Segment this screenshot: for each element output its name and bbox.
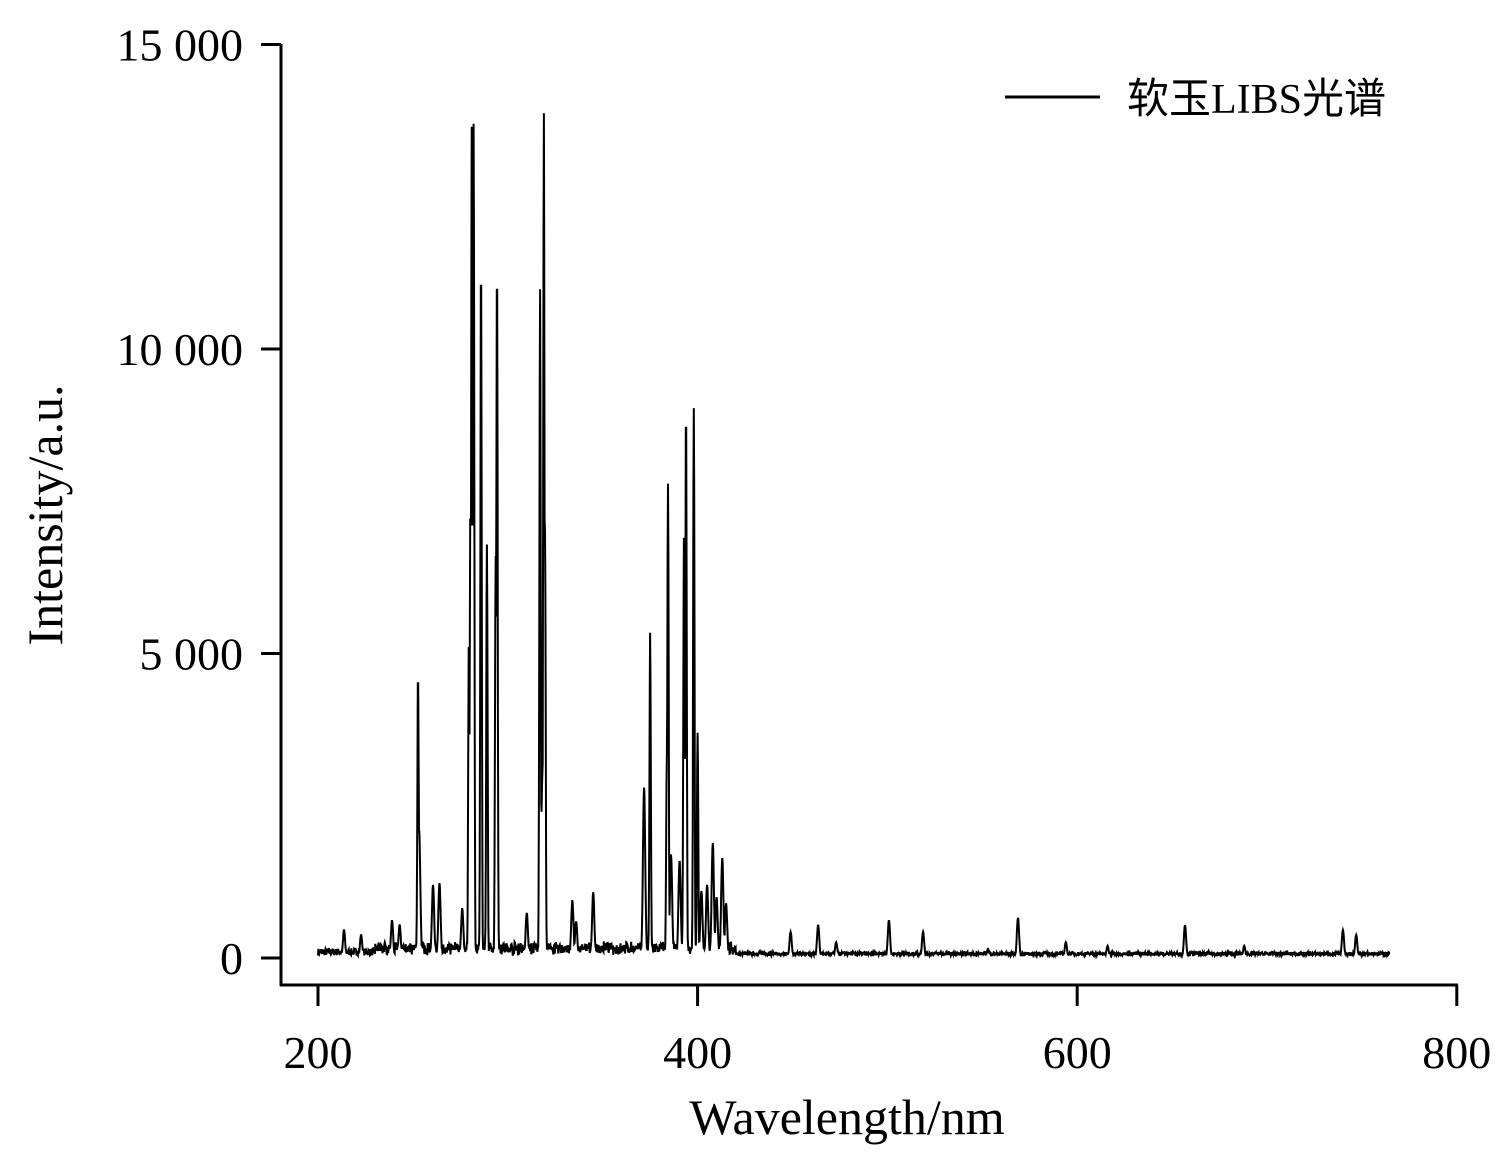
x-tick-label: 200 xyxy=(284,1027,353,1078)
x-tick-label: 600 xyxy=(1043,1027,1112,1078)
legend: 软玉LIBS光谱 xyxy=(1005,77,1386,123)
y-tick-label: 0 xyxy=(220,933,243,984)
y-tick-label: 5 000 xyxy=(140,629,244,680)
y-tick-label: 10 000 xyxy=(117,324,244,375)
x-tick-label: 800 xyxy=(1422,1027,1491,1078)
legend-label: 软玉LIBS光谱 xyxy=(1127,77,1386,123)
y-tick-label: 15 000 xyxy=(117,20,244,71)
y-axis-label: Intensity/a.u. xyxy=(17,384,73,645)
x-tick-label: 400 xyxy=(663,1027,732,1078)
x-axis-label: Wavelength/nm xyxy=(689,1089,1004,1145)
spectrum-line xyxy=(317,113,1391,960)
